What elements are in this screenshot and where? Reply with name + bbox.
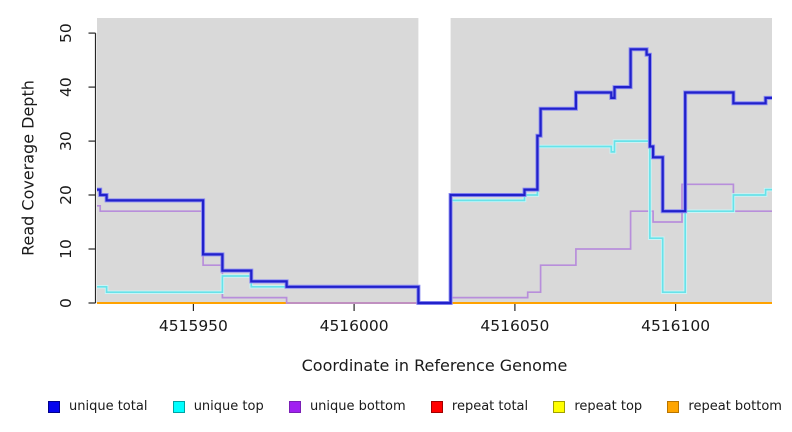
legend: unique total unique top unique bottom repea… [48, 399, 782, 414]
legend-item-unique-top: unique top [172, 399, 264, 414]
y-tick-label: 40 [57, 77, 75, 97]
legend-swatch-unique-total [48, 400, 60, 413]
series-line-unique-bottom [97, 204, 419, 304]
legend-item-unique-bottom: unique bottom [288, 399, 406, 414]
y-tick-label: 0 [57, 298, 75, 308]
y-tick-label: 10 [57, 239, 75, 259]
x-axis-title: Coordinate in Reference Genome [301, 356, 568, 375]
legend-swatch-unique-bottom [288, 400, 301, 413]
legend-swatch-repeat-total [430, 400, 443, 413]
y-tick-label: 20 [57, 185, 75, 205]
no-data-gap [418, 18, 451, 303]
legend-item-repeat-top: repeat top [553, 399, 642, 414]
plot-area: 0 10 20 30 40 50 4515950 4516000 4516050 4516100 [57, 18, 772, 335]
legend-item-unique-total: unique total [48, 399, 147, 414]
y-axis-title: Read Coverage Depth [18, 80, 38, 256]
y-tick-label: 50 [57, 23, 75, 43]
legend-item-repeat-total: repeat total [430, 399, 529, 414]
legend-label-repeat-top: repeat top [574, 399, 643, 414]
legend-label-unique-bottom: unique bottom [309, 399, 406, 414]
series-line-unique-total [97, 48, 772, 305]
legend-label-repeat-bottom: repeat bottom [688, 399, 782, 414]
x-tick-label: 4516000 [320, 317, 389, 335]
legend-swatch-repeat-top [553, 400, 566, 413]
x-tick-label: 4516100 [641, 317, 710, 335]
legend-swatch-repeat-bottom [667, 400, 680, 413]
legend-swatch-unique-top [172, 400, 185, 413]
series-line-unique-bottom [449, 183, 772, 303]
legend-label-repeat-total: repeat total [451, 399, 529, 414]
legend-label-unique-top: unique top [193, 399, 264, 414]
x-tick-label: 4516050 [480, 317, 549, 335]
y-tick-label: 30 [57, 131, 75, 151]
x-tick-label: 4515950 [159, 317, 228, 335]
legend-label-unique-total: unique total [69, 399, 148, 414]
legend-item-repeat-bottom: repeat bottom [667, 399, 782, 414]
